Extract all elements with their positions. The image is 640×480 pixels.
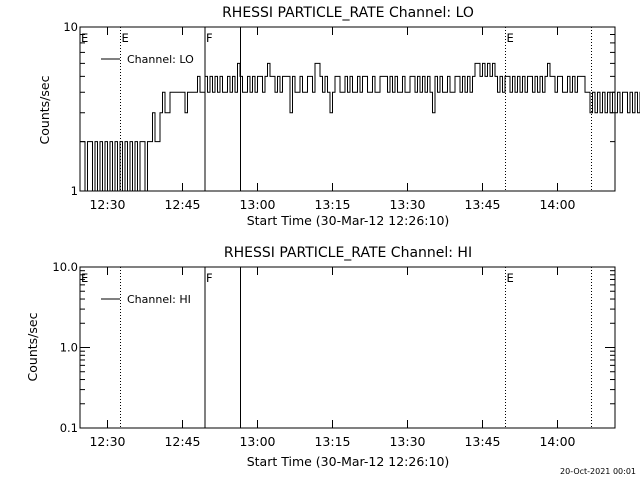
event-marker-label: F bbox=[206, 271, 213, 285]
event-marker-label: E bbox=[507, 31, 514, 45]
y-tick-label: 10 bbox=[63, 20, 78, 34]
event-markers: E F EE bbox=[81, 27, 592, 191]
x-tick-label: 13:00 bbox=[239, 434, 275, 449]
event-marker-label: E bbox=[81, 31, 88, 45]
event-marker-label: E bbox=[507, 271, 514, 285]
series-group bbox=[80, 62, 640, 192]
axis-ticks: 0.1 1.0 10.0 12:30 12:45 13:00 13:15 13:30 13:45… bbox=[52, 260, 615, 449]
y-tick-label: 1.0 bbox=[60, 341, 78, 355]
x-tick-label: 12:30 bbox=[89, 197, 125, 212]
legend: Channel: LO bbox=[101, 53, 194, 66]
lo-rate-panel: RHESSI PARTICLE_RATE Channel: LO Counts/… bbox=[37, 5, 640, 228]
timestamp-stamp: 20-Oct-2021 00:01 bbox=[560, 467, 636, 476]
x-tick-label: 13:45 bbox=[464, 197, 500, 212]
x-tick-label: 13:30 bbox=[389, 197, 425, 212]
plot-frame bbox=[79, 26, 616, 192]
chart-title: RHESSI PARTICLE_RATE Channel: HI bbox=[224, 245, 472, 261]
event-marker-label: F bbox=[206, 31, 213, 45]
series-line bbox=[80, 62, 640, 192]
chart-title: RHESSI PARTICLE_RATE Channel: LO bbox=[222, 5, 474, 21]
event-marker-label: E bbox=[122, 31, 129, 45]
legend-label: Channel: HI bbox=[127, 293, 191, 306]
event-marker-label: E bbox=[81, 271, 88, 285]
x-axis-label: Start Time (30-Mar-12 12:26:10) bbox=[247, 454, 450, 469]
x-tick-label: 12:45 bbox=[164, 197, 200, 212]
x-tick-label: 12:45 bbox=[164, 434, 200, 449]
y-axis-label: Counts/sec bbox=[25, 312, 40, 381]
y-tick-label: 10.0 bbox=[52, 260, 78, 274]
x-tick-label: 13:15 bbox=[314, 434, 350, 449]
legend-label: Channel: LO bbox=[127, 53, 194, 66]
y-tick-label: 1 bbox=[71, 184, 78, 198]
x-tick-label: 14:00 bbox=[539, 434, 575, 449]
axis-ticks: 1 10 12:30 12:45 13:00 13:15 13:30 13:45 14:00 bbox=[63, 20, 615, 212]
y-axis-label: Counts/sec bbox=[37, 75, 52, 144]
y-tick-label: 0.1 bbox=[60, 421, 78, 435]
x-tick-label: 13:30 bbox=[389, 434, 425, 449]
x-tick-label: 13:15 bbox=[314, 197, 350, 212]
hi-rate-panel: RHESSI PARTICLE_RATE Channel: HI Counts/… bbox=[25, 245, 616, 469]
x-tick-label: 13:45 bbox=[464, 434, 500, 449]
event-markers: F EE bbox=[81, 267, 592, 428]
x-tick-label: 13:00 bbox=[239, 197, 275, 212]
x-tick-label: 14:00 bbox=[539, 197, 575, 212]
x-tick-label: 12:30 bbox=[89, 434, 125, 449]
legend: Channel: HI bbox=[101, 293, 191, 306]
x-axis-label: Start Time (30-Mar-12 12:26:10) bbox=[247, 213, 450, 228]
plot-frame bbox=[79, 266, 616, 429]
